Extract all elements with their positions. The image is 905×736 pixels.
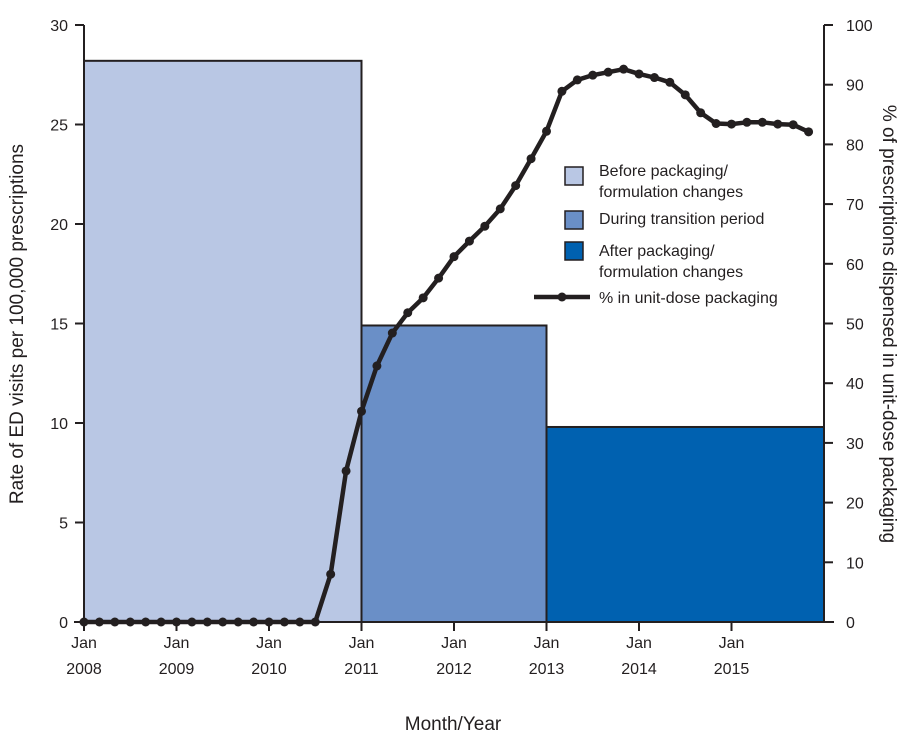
y2-tick-label: 80 xyxy=(846,137,864,154)
series-point xyxy=(372,361,382,371)
x-tick-label-year: 2011 xyxy=(344,661,379,678)
series-point xyxy=(326,569,336,579)
x-tick-label-year: 2012 xyxy=(436,661,472,678)
y2-tick-label: 60 xyxy=(846,257,864,274)
series-point xyxy=(773,119,783,129)
x-tick-label-month: Jan xyxy=(349,635,375,652)
y2-tick-label: 30 xyxy=(846,436,864,453)
series-point xyxy=(464,236,474,246)
y-tick-label: 15 xyxy=(50,317,68,334)
legend: Before packaging/formulation changes Duri… xyxy=(534,163,778,307)
series-point xyxy=(788,120,798,130)
series-point xyxy=(341,466,351,476)
series-point xyxy=(572,75,582,85)
series-point xyxy=(387,328,397,338)
series-point xyxy=(434,273,444,283)
y2-tick-label: 40 xyxy=(846,376,864,393)
series-point xyxy=(480,221,490,231)
series-point xyxy=(665,77,675,87)
y-tick-label: 10 xyxy=(50,416,68,433)
legend-swatch-3 xyxy=(564,241,584,261)
series-point xyxy=(511,181,521,191)
legend-swatch-2 xyxy=(564,210,584,230)
y-tick-label: 0 xyxy=(59,615,68,632)
series-point xyxy=(418,293,428,303)
y-tick-label: 30 xyxy=(50,18,68,35)
legend-label-1: Before packaging/formulation changes xyxy=(599,163,743,201)
series-point xyxy=(757,117,767,127)
bars-layer xyxy=(83,59,825,624)
series-point xyxy=(557,86,567,96)
x-tick-label-month: Jan xyxy=(534,635,560,652)
x-tick-label-month: Jan xyxy=(256,635,282,652)
x-tick-label-year: 2008 xyxy=(66,661,102,678)
x-tick-label-month: Jan xyxy=(441,635,467,652)
series-point xyxy=(449,252,459,262)
x-tick-label-year: 2013 xyxy=(529,661,565,678)
series-point xyxy=(634,69,644,79)
series-point xyxy=(619,64,629,74)
series-point xyxy=(357,406,366,416)
series-point xyxy=(495,204,505,214)
legend-label-2: During transition period xyxy=(599,211,764,228)
series-point xyxy=(804,127,814,137)
series-point xyxy=(680,90,690,100)
x-tick-label-month: Jan xyxy=(71,635,97,652)
y-tick-label: 25 xyxy=(50,118,68,135)
series-point xyxy=(403,308,413,318)
series-point xyxy=(526,154,536,164)
y2-axis-title: % of prescriptions dispensed in unit-dos… xyxy=(878,105,899,543)
y2-tick-label: 0 xyxy=(846,615,855,632)
y2-tick-label: 10 xyxy=(846,555,864,572)
series-point xyxy=(588,70,598,80)
x-tick-label-month: Jan xyxy=(626,635,652,652)
x-tick-label-year: 2015 xyxy=(714,661,750,678)
legend-label-3: After packaging/formulation changes xyxy=(599,243,743,281)
y-tick-label: 20 xyxy=(50,217,68,234)
x-tick-label-year: 2014 xyxy=(621,661,657,678)
axes-layer: 0 5 10 15 20 25 30 0 10 20 30 40 50 60 70 80 90 100 Jan 200… xyxy=(50,18,873,678)
series-point xyxy=(727,119,736,129)
series-point xyxy=(711,119,721,129)
y2-tick-label: 20 xyxy=(846,496,864,513)
legend-line-marker xyxy=(557,292,567,302)
bar-2 xyxy=(360,324,548,623)
series-point xyxy=(542,126,551,136)
series-point xyxy=(696,108,706,118)
legend-swatch-1 xyxy=(564,166,584,186)
bar-1 xyxy=(83,59,363,623)
y-tick-label: 5 xyxy=(59,516,68,533)
series-point xyxy=(649,73,659,83)
y2-tick-label: 100 xyxy=(846,18,873,35)
series-point xyxy=(603,67,613,77)
y2-tick-label: 50 xyxy=(846,317,864,334)
x-tick-label-month: Jan xyxy=(164,635,190,652)
x-tick-label-year: 2009 xyxy=(159,661,195,678)
y2-tick-label: 70 xyxy=(846,197,864,214)
bar-3 xyxy=(545,425,825,624)
legend-label-line: % in unit-dose packaging xyxy=(599,290,778,307)
y2-tick-label: 90 xyxy=(846,78,864,95)
x-tick-label-month: Jan xyxy=(719,635,745,652)
series-point xyxy=(742,117,752,127)
x-tick-label-year: 2010 xyxy=(251,661,287,678)
y-axis-title: Rate of ED visits per 100,000 prescripti… xyxy=(7,144,28,504)
x-axis-title: Month/Year xyxy=(405,714,502,735)
